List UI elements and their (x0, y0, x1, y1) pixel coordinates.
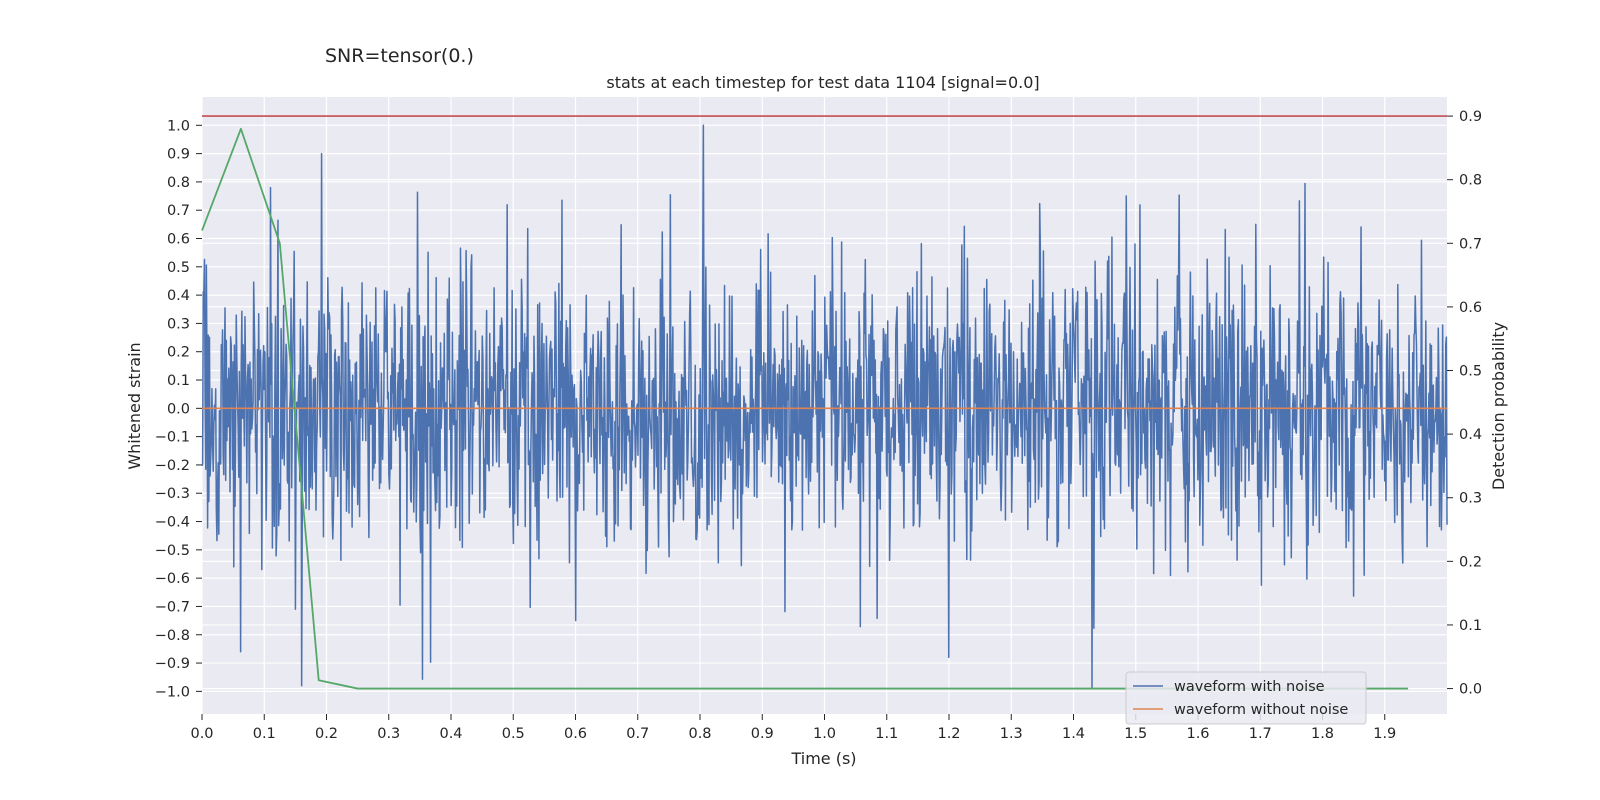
y-axis-label: Whitened strain (125, 342, 144, 469)
y-right-tick-label: 0.5 (1459, 364, 1482, 380)
x-tick-label: 1.8 (1311, 726, 1334, 742)
y-tick-label: 1.0 (167, 118, 190, 134)
x-tick-label: 0.3 (377, 726, 400, 742)
series-layer (201, 115, 1448, 690)
x-axis-label: Time (s) (790, 749, 856, 768)
x-tick-label: 1.9 (1373, 726, 1396, 742)
y-right-tick-label: 0.4 (1459, 427, 1482, 443)
y-right-tick-label: 0.0 (1459, 682, 1482, 698)
x-tick-label: 1.2 (937, 726, 960, 742)
y-tick-label: 0.5 (167, 260, 190, 276)
y-tick-label: −0.1 (155, 430, 190, 446)
x-tick-label: 0.7 (626, 726, 649, 742)
y-right-tick-label: 0.3 (1459, 491, 1482, 507)
y-tick-label: 0.4 (167, 288, 190, 304)
y-right-tick-label: 0.8 (1459, 173, 1482, 189)
x-tick-label: 1.7 (1249, 726, 1272, 742)
y-tick-label: −1.0 (155, 684, 190, 700)
x-axis-ticks: 0.0 0.1 0.2 0.3 0.4 0.5 0.6 0.7 0.8 0.9 1.0 1.1 1.2 1… (190, 714, 1396, 742)
y-tick-label: −0.4 (155, 515, 190, 531)
y-tick-label: −0.5 (155, 543, 190, 559)
y-tick-label: 0.9 (167, 147, 190, 163)
y-tick-label: 0.1 (167, 373, 190, 389)
x-tick-label: 0.8 (688, 726, 711, 742)
chart-suptitle: SNR=tensor(0.) (325, 45, 474, 67)
y-tick-label: 0.8 (167, 175, 190, 191)
y-tick-label: −0.7 (155, 599, 190, 615)
y-right-tick-label: 0.1 (1459, 618, 1482, 634)
y-tick-label: 0.2 (167, 345, 190, 361)
y-tick-label: −0.2 (155, 458, 190, 474)
x-tick-label: 0.1 (253, 726, 276, 742)
x-tick-label: 0.2 (315, 726, 338, 742)
x-tick-label: 1.6 (1186, 726, 1209, 742)
y-right-tick-label: 0.7 (1459, 236, 1482, 252)
chart-title: stats at each timestep for test data 110… (606, 73, 1039, 92)
chart-legend: waveform with noise waveform without noi… (1125, 671, 1367, 725)
y-right-tick-label: 0.2 (1459, 554, 1482, 570)
y-tick-label: 0.0 (167, 401, 190, 417)
x-tick-label: 0.5 (502, 726, 525, 742)
x-tick-label: 0.0 (190, 726, 213, 742)
x-tick-label: 1.5 (1124, 726, 1147, 742)
x-tick-label: 1.1 (875, 726, 898, 742)
y-right-tick-label: 0.6 (1459, 300, 1482, 316)
legend-box (1125, 671, 1367, 725)
y-tick-label: −0.8 (155, 628, 190, 644)
y-tick-label: −0.3 (155, 486, 190, 502)
y-tick-label: −0.6 (155, 571, 190, 587)
y-axis-right-ticks: 0.9 0.8 0.7 0.6 0.5 0.4 0.3 0.2 0.1 0.0 (1447, 109, 1482, 698)
x-tick-label: 0.6 (564, 726, 587, 742)
x-tick-label: 0.9 (751, 726, 774, 742)
y-axis-right-label: Detection probability (1489, 322, 1508, 490)
y-tick-label: 0.6 (167, 232, 190, 248)
y-tick-label: 0.3 (167, 316, 190, 332)
legend-label-noise: waveform with noise (1174, 679, 1325, 695)
x-tick-label: 1.3 (1000, 726, 1023, 742)
y-axis-left-ticks: 1.0 0.9 0.8 0.7 0.6 0.5 0.4 0.3 0.2 0.1 0.0 −0.1 −0.… (155, 118, 202, 700)
x-tick-label: 1.0 (813, 726, 836, 742)
x-tick-label: 0.4 (439, 726, 462, 742)
x-tick-label: 1.4 (1062, 726, 1085, 742)
legend-label-clean: waveform without noise (1174, 702, 1348, 718)
y-tick-label: 0.7 (167, 203, 190, 219)
y-right-tick-label: 0.9 (1459, 109, 1482, 125)
y-tick-label: −0.9 (155, 656, 190, 672)
series-waveform-with-noise (201, 124, 1448, 690)
